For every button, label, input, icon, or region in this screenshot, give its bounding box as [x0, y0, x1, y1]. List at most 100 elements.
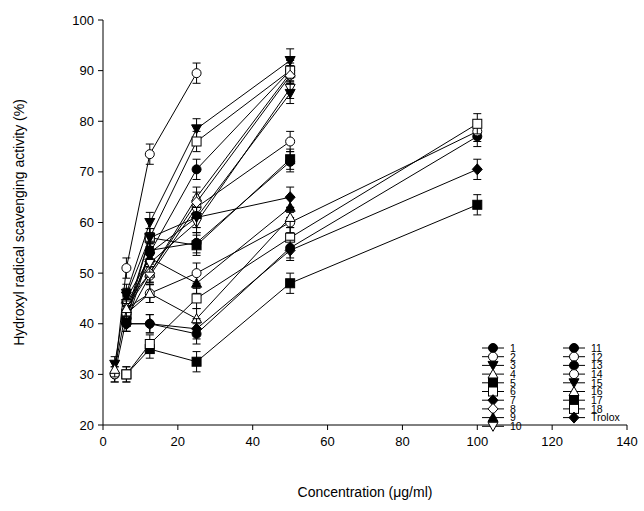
error-bar [146, 335, 154, 353]
legend-marker [489, 378, 498, 387]
x-tick-label: 0 [99, 434, 106, 449]
error-bar [122, 367, 130, 382]
series [121, 159, 482, 339]
error-bar [193, 324, 201, 344]
series-line [126, 71, 290, 314]
error-bar [193, 131, 201, 151]
series-line [126, 93, 290, 296]
y-tick-label: 80 [80, 114, 94, 129]
legend-marker [570, 396, 579, 405]
series-line [126, 73, 290, 308]
series [121, 78, 295, 311]
x-axis [103, 425, 627, 426]
data-point [121, 292, 131, 301]
series-line [115, 73, 197, 374]
error-bar [122, 316, 130, 331]
error-bar [286, 131, 294, 151]
data-point [145, 288, 155, 297]
y-axis-label: Hydroxyl radical scavenging activity (%) [11, 99, 27, 346]
data-point [192, 323, 202, 334]
data-point [192, 69, 201, 78]
data-point [121, 304, 131, 313]
y-tick [98, 425, 103, 426]
data-point [192, 213, 202, 222]
data-point [145, 340, 154, 349]
data-point [121, 318, 131, 329]
x-tick [103, 425, 104, 430]
y-tick [98, 273, 103, 274]
y-tick [98, 171, 103, 172]
data-point [192, 238, 201, 247]
data-point [286, 157, 295, 166]
x-tick-label: 120 [541, 434, 563, 449]
data-point [122, 370, 131, 379]
data-point [285, 89, 295, 98]
series [122, 126, 482, 344]
data-point [285, 245, 295, 256]
error-bar [473, 114, 481, 134]
data-point [473, 200, 482, 209]
series-line [115, 217, 290, 369]
series [121, 63, 295, 316]
series-line [115, 61, 290, 365]
legend-item: 10 [482, 420, 522, 432]
y-tick-label: 100 [72, 13, 94, 28]
data-point [286, 137, 295, 146]
x-tick [552, 425, 553, 430]
error-bar [473, 195, 481, 215]
legend-label: Trolox [591, 411, 621, 423]
y-tick [98, 20, 103, 21]
series-line [126, 197, 290, 324]
data-point [145, 219, 155, 228]
x-tick [402, 425, 403, 430]
y-tick [98, 323, 103, 324]
series-line [126, 124, 477, 375]
data-point [145, 319, 154, 328]
error-bar [193, 263, 201, 283]
series [121, 66, 295, 312]
series [121, 187, 295, 331]
data-point [145, 150, 154, 159]
x-tick [252, 425, 253, 430]
legend-marker [489, 352, 498, 361]
error-bar [146, 144, 154, 164]
data-point [192, 357, 201, 366]
series [122, 149, 295, 326]
series-line [126, 71, 290, 314]
data-point [192, 197, 202, 208]
error-bar [193, 212, 201, 232]
error-bar [111, 362, 119, 377]
y-tick [98, 222, 103, 223]
plot-data [110, 49, 483, 382]
series [122, 152, 295, 327]
error-bar [193, 63, 201, 83]
series-line [126, 169, 477, 328]
legend-label: 10 [510, 420, 522, 432]
legend-item: Trolox [563, 411, 621, 423]
x-tick-label: 100 [466, 434, 488, 449]
data-point [192, 269, 201, 278]
data-point [145, 234, 155, 243]
error-bar [193, 319, 201, 339]
y-tick-label: 50 [80, 266, 94, 281]
legend-marker [569, 412, 579, 423]
series [121, 83, 295, 303]
data-point [286, 279, 295, 288]
error-bar [473, 159, 481, 179]
error-bar [193, 187, 201, 207]
series-line [126, 76, 290, 304]
x-axis-label: Concentration (μg/ml) [298, 484, 433, 500]
error-bar [146, 229, 154, 247]
error-bar [122, 316, 130, 331]
series [122, 61, 295, 322]
y-tick-label: 30 [80, 367, 94, 382]
legend-marker [569, 387, 579, 396]
error-bar [193, 207, 201, 227]
data-point [192, 165, 201, 174]
error-bar [193, 352, 201, 372]
error-bar [193, 159, 201, 179]
x-tick-label: 20 [171, 434, 185, 449]
data-point [145, 289, 154, 298]
x-tick-label: 140 [616, 434, 638, 449]
data-point [122, 264, 131, 273]
